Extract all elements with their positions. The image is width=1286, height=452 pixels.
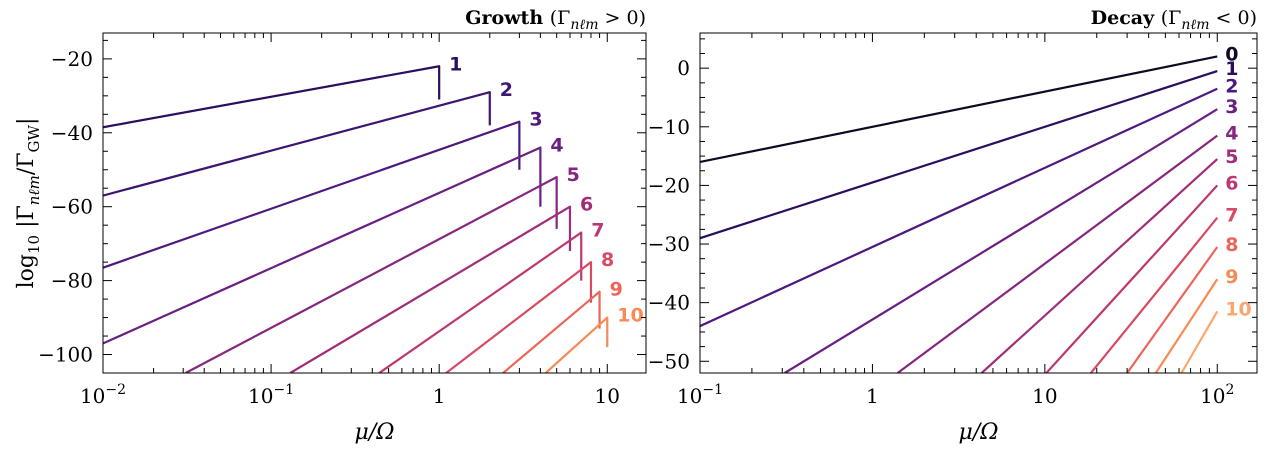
plot-frame <box>699 32 1258 374</box>
x-tick-label: 10 <box>595 384 620 408</box>
x-axis-label: μ/Ω <box>355 420 395 445</box>
series-label-3: 3 <box>529 109 542 131</box>
curves <box>103 65 609 373</box>
y-axis: −100 −80 −60 −40 −20 <box>38 39 646 374</box>
series-label-1: 1 <box>1225 58 1238 80</box>
series-line-3 <box>103 120 521 269</box>
series-label-8: 8 <box>601 249 614 271</box>
series-label-7: 7 <box>1225 205 1238 227</box>
series-line-5 <box>185 176 558 373</box>
series-line-7 <box>378 231 583 373</box>
series-label-7: 7 <box>591 220 604 242</box>
y-tick-label: −100 <box>38 343 93 367</box>
series-label-0: 0 <box>1225 43 1238 65</box>
series-label-5: 5 <box>1225 146 1238 168</box>
series-label-5: 5 <box>567 164 580 186</box>
y-tick-label: −20 <box>648 173 690 197</box>
series-line-2 <box>700 87 1218 328</box>
series-label-4: 4 <box>550 135 563 157</box>
x-axis: 10−2 10−1 1 10 <box>80 33 620 408</box>
series-label-6: 6 <box>1225 172 1238 194</box>
series-label-2: 2 <box>500 79 513 101</box>
y-tick-label: −30 <box>648 232 690 256</box>
series-label-1: 1 <box>449 53 462 75</box>
y-tick-label: −40 <box>648 291 690 315</box>
x-tick-label: 1 <box>866 384 879 408</box>
series-label-6: 6 <box>580 194 593 216</box>
curves <box>700 55 1219 373</box>
x-axis-label: μ/Ω <box>959 420 999 445</box>
series-line-1 <box>103 65 441 129</box>
y-tick-label: −80 <box>51 269 93 293</box>
series-line-5 <box>980 158 1219 373</box>
y-tick-label: −40 <box>51 121 93 145</box>
series-label-9: 9 <box>1225 266 1238 288</box>
series-line-4 <box>103 146 542 345</box>
series-label-4: 4 <box>1225 123 1238 145</box>
x-tick-label: 10−1 <box>677 382 723 408</box>
series-label-3: 3 <box>1225 96 1238 118</box>
series-line-4 <box>896 134 1218 373</box>
series-line-2 <box>103 91 491 197</box>
y-axis-label: log10 |Γnℓm/ΓGW| <box>14 118 43 289</box>
x-tick-label: 1 <box>433 384 446 408</box>
y-tick-label: 0 <box>677 56 690 80</box>
series-line-10 <box>1180 310 1219 373</box>
series-line-8 <box>445 261 593 373</box>
x-axis: 10−1 1 10 102 <box>677 33 1234 408</box>
x-tick-label: 10−2 <box>80 382 126 408</box>
x-tick-label: 102 <box>1200 382 1234 408</box>
series-line-9 <box>1154 278 1219 373</box>
panel-title: Growth (Γnℓm > 0) <box>465 7 646 33</box>
x-tick-label: 10 <box>1032 384 1057 408</box>
y-tick-label: −10 <box>648 115 690 139</box>
plot-frame <box>102 32 647 374</box>
x-tick-label: 10−1 <box>248 382 294 408</box>
series-line-8 <box>1126 246 1219 373</box>
series-label-10: 10 <box>1225 298 1251 320</box>
series-line-1 <box>700 70 1218 240</box>
series-line-0 <box>700 55 1218 164</box>
series-label-2: 2 <box>1225 76 1238 98</box>
y-tick-label: −60 <box>51 195 93 219</box>
panel-title: Decay (Γnℓm < 0) <box>1091 7 1257 33</box>
series-label-9: 9 <box>610 279 623 301</box>
series-line-10 <box>544 316 609 373</box>
series-line-6 <box>1045 184 1219 373</box>
series-label-10: 10 <box>617 305 643 327</box>
series-line-6 <box>289 205 572 373</box>
y-tick-label: −20 <box>51 47 93 71</box>
y-axis: −50 −40 −30 −20 −10 0 <box>648 38 1257 373</box>
series-line-3 <box>784 108 1218 373</box>
series-line-9 <box>502 290 601 373</box>
series-label-8: 8 <box>1225 234 1238 256</box>
series-line-7 <box>1090 216 1219 373</box>
y-tick-label: −50 <box>648 349 690 373</box>
